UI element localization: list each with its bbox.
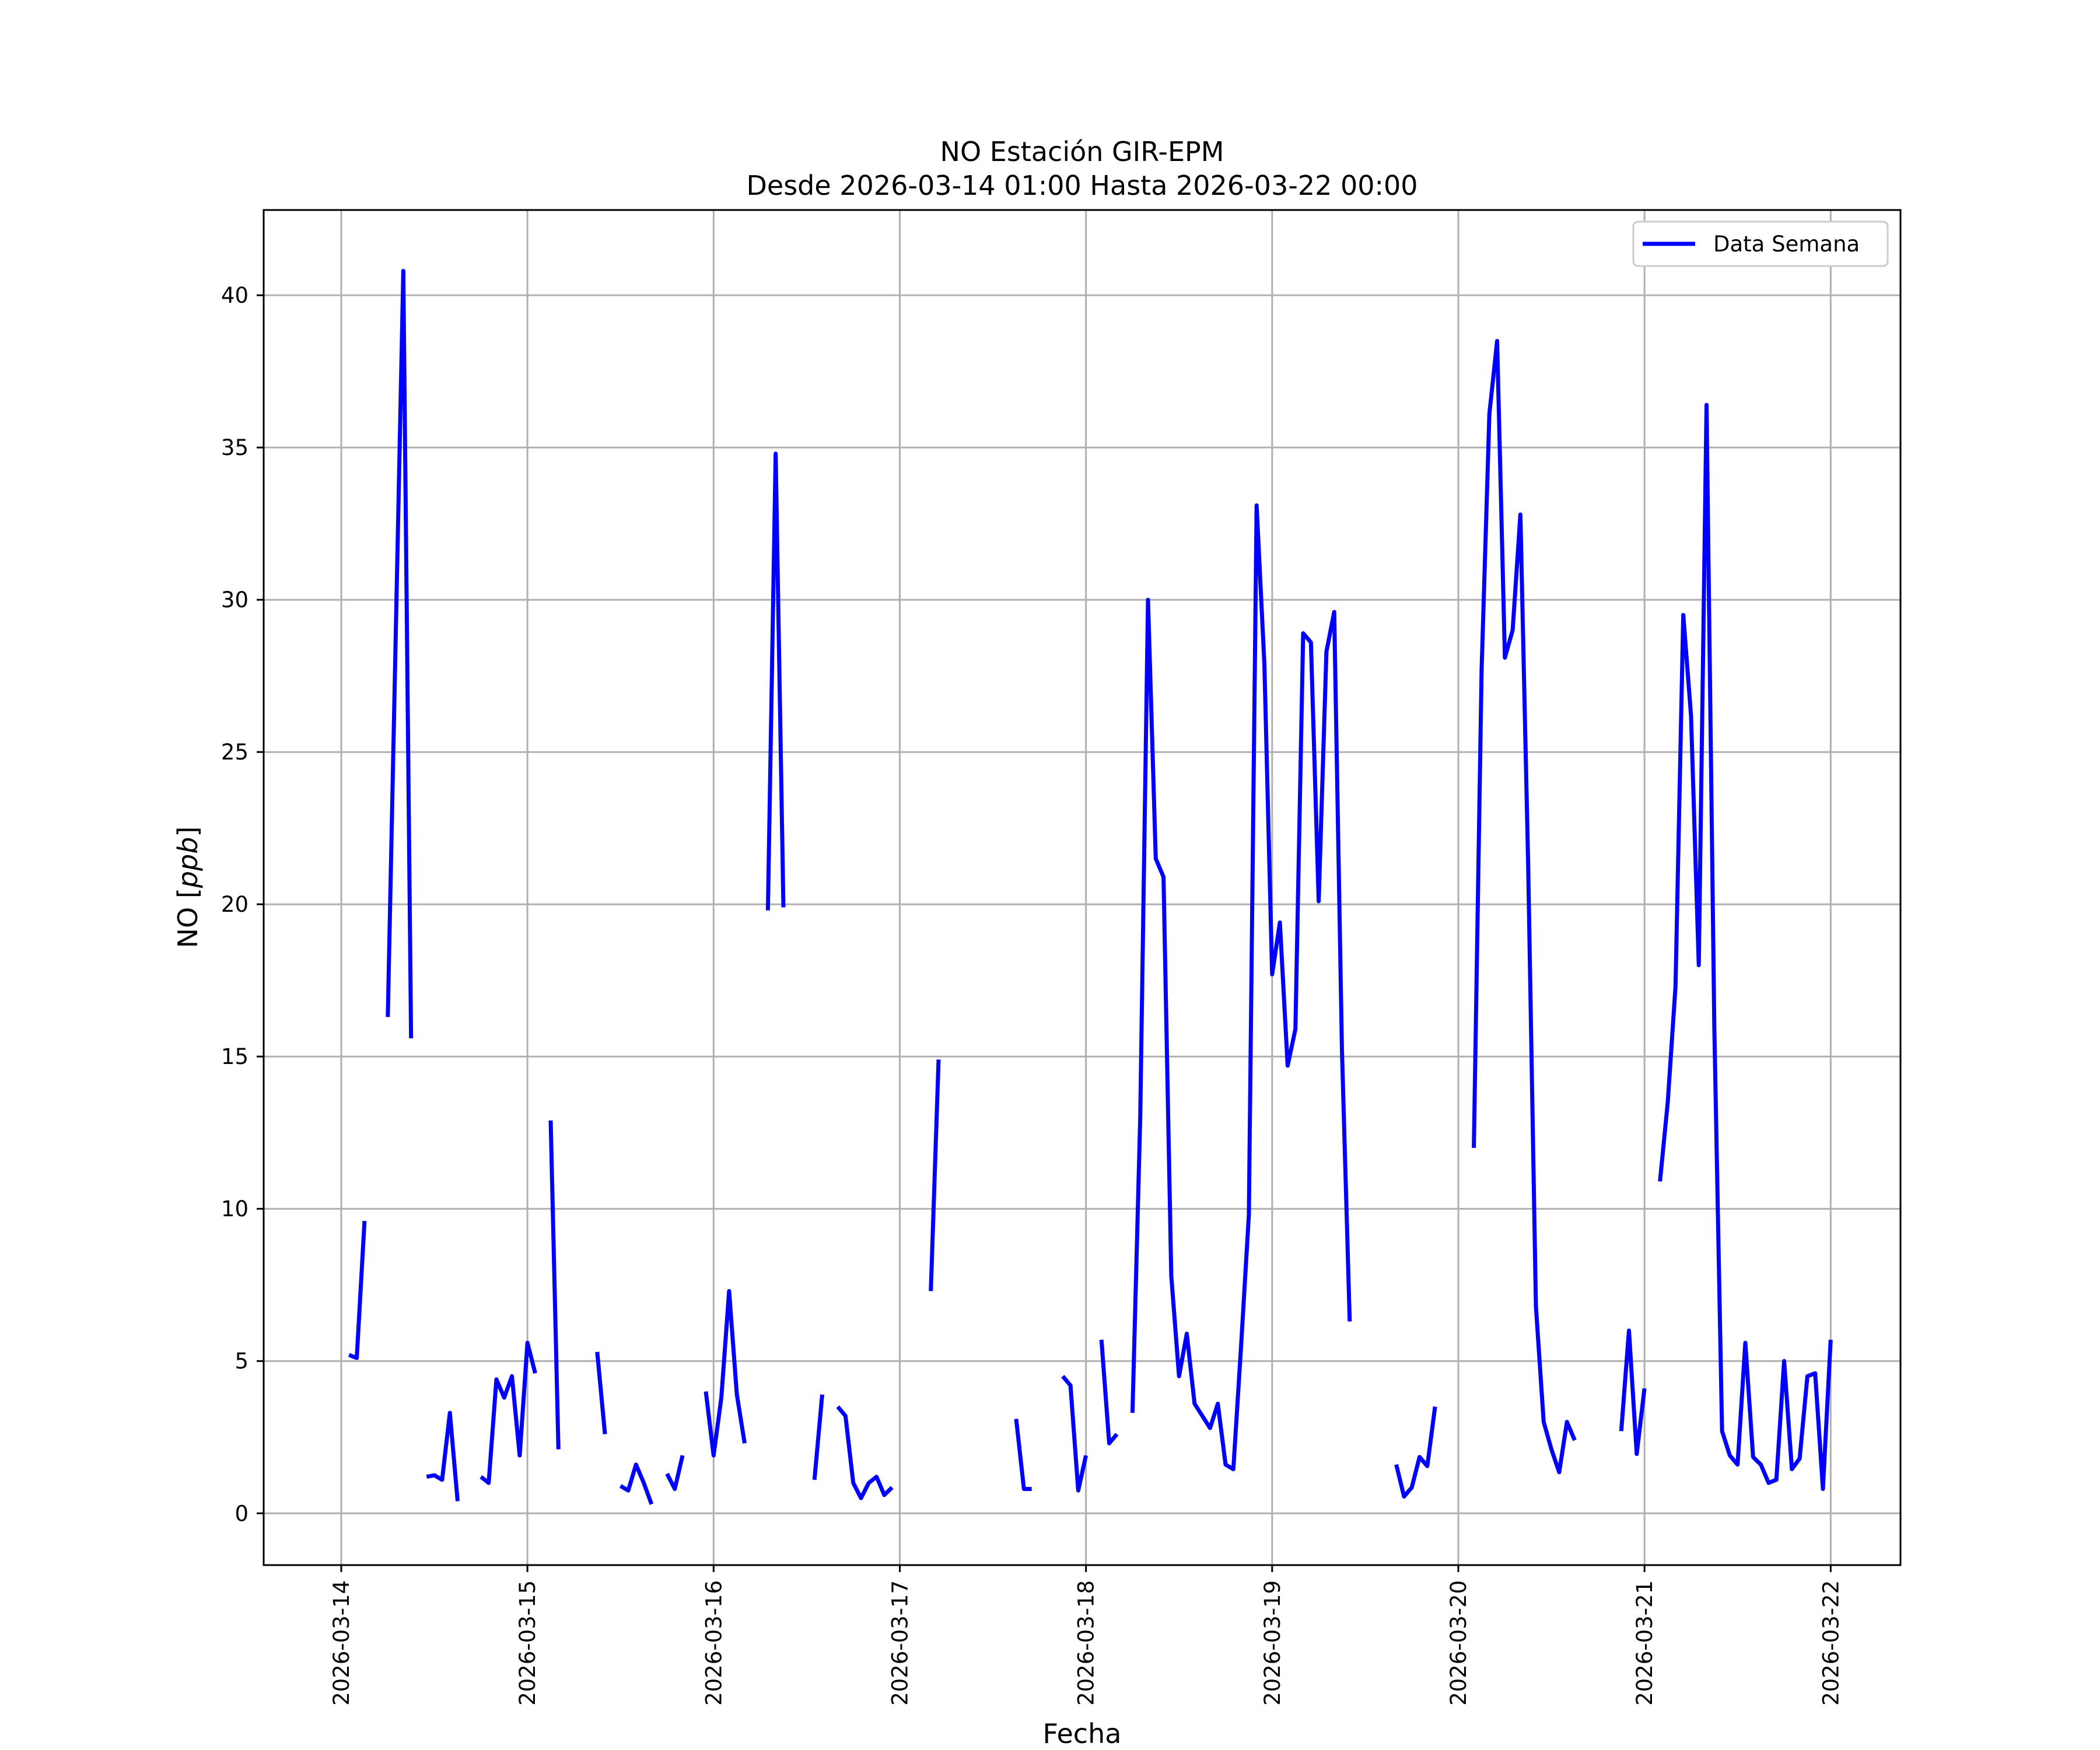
y-tick-label: 0 xyxy=(235,1501,249,1526)
y-tick-label: 10 xyxy=(221,1196,249,1222)
x-tick-label: 2026-03-15 xyxy=(515,1580,540,1706)
series-segment xyxy=(1014,1419,1032,1491)
series-segment xyxy=(348,1220,367,1360)
series-segment xyxy=(812,1394,824,1480)
grid xyxy=(264,210,1901,1565)
x-tick-label: 2026-03-16 xyxy=(701,1580,726,1706)
series-segment xyxy=(1658,402,1833,1491)
chart-subtitle: Desde 2026-03-14 01:00 Hasta 2026-03-22 … xyxy=(746,170,1418,201)
series-segment xyxy=(426,1410,460,1502)
x-tick-label: 2026-03-17 xyxy=(887,1580,912,1706)
legend: Data Semana xyxy=(1632,220,1889,267)
x-tick-label: 2026-03-20 xyxy=(1446,1580,1471,1706)
chart-title: NO Estación GIR-EPM xyxy=(940,136,1224,167)
series-segment xyxy=(1099,1339,1119,1446)
series-segment xyxy=(1472,339,1577,1475)
y-tick-label: 20 xyxy=(221,892,249,917)
axis-ticks: 2026-03-14 2026-03-15 2026-03-16 2026-03-17… xyxy=(221,283,1843,1706)
x-axis-label: Fecha xyxy=(1043,1718,1122,1749)
series-segment xyxy=(595,1352,607,1434)
x-tick-label: 2026-03-18 xyxy=(1074,1580,1099,1706)
series-segment xyxy=(386,268,414,1038)
series-segment xyxy=(480,1340,537,1485)
series-segment xyxy=(665,1455,685,1491)
series-segment xyxy=(929,1059,941,1292)
x-tick-label: 2026-03-14 xyxy=(329,1580,354,1706)
series-segment xyxy=(704,1289,747,1458)
series-segment xyxy=(1130,503,1352,1472)
plot-frame xyxy=(262,209,1902,1566)
series-segment xyxy=(1394,1406,1437,1499)
series-lines xyxy=(348,268,1833,1505)
y-tick-label: 30 xyxy=(221,587,249,612)
series-segment xyxy=(836,1405,894,1500)
series-segment xyxy=(1061,1375,1088,1493)
x-tick-label: 2026-03-22 xyxy=(1818,1580,1843,1706)
series-segment xyxy=(619,1462,654,1505)
y-tick-label: 40 xyxy=(221,283,249,308)
series-segment xyxy=(548,1120,561,1450)
x-tick-label: 2026-03-19 xyxy=(1260,1580,1285,1706)
y-tick-label: 15 xyxy=(221,1044,249,1069)
x-tick-label: 2026-03-21 xyxy=(1632,1580,1657,1706)
y-tick-label: 5 xyxy=(235,1349,249,1374)
y-tick-label: 25 xyxy=(221,740,249,765)
series-segment xyxy=(765,452,786,911)
y-axis-label: NO [ppb] xyxy=(172,827,204,949)
legend-box xyxy=(1632,220,1889,267)
series-segment xyxy=(1619,1328,1647,1456)
y-tick-label: 35 xyxy=(221,435,249,460)
legend-label: Data Semana xyxy=(1713,232,1860,257)
